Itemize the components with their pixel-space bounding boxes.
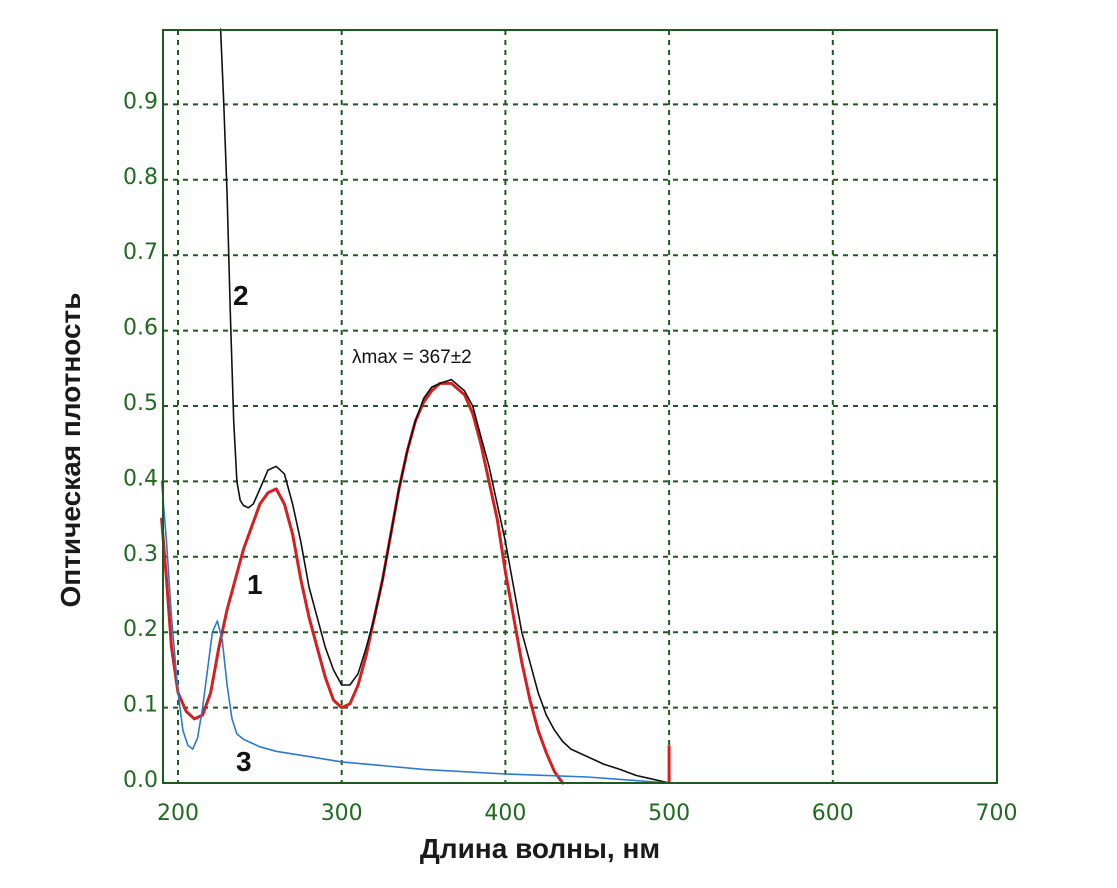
series-3-line	[160, 480, 670, 784]
y-tick-label: 0.5	[123, 391, 158, 416]
x-tick-label: 500	[648, 801, 690, 826]
series-2-line	[219, 28, 670, 784]
y-tick-label: 0.8	[123, 165, 158, 190]
y-axis-title: Оптическая плотность	[55, 293, 86, 608]
series-1-label: 1	[247, 569, 263, 600]
series-layer	[160, 28, 671, 785]
y-tick-label: 0.6	[123, 316, 158, 341]
lambda-max-annotation: λmax = 367±2	[352, 347, 472, 368]
x-tick-label: 600	[812, 801, 854, 826]
series-3-label: 3	[236, 746, 252, 777]
plot-frame	[162, 29, 998, 784]
tick-layer: 200 300 400 500 600 700 0.0 0.1 0.2 0.3 0.4 0.5 0.6 0…	[123, 89, 1018, 826]
x-axis-title: Длина волны, нм	[420, 833, 660, 864]
series-2-label: 2	[233, 280, 249, 311]
y-tick-label: 0.3	[123, 542, 158, 567]
label-layer: 1 2 3	[233, 280, 263, 777]
x-tick-label: 700	[976, 801, 1018, 826]
y-tick-label: 0.1	[123, 693, 158, 718]
x-tick-label: 400	[484, 801, 526, 826]
grid-layer	[163, 30, 997, 783]
x-tick-label: 200	[157, 801, 199, 826]
y-tick-label: 0.2	[123, 617, 158, 642]
series-1-line	[160, 381, 565, 785]
y-tick-label: 0.7	[123, 240, 158, 265]
x-tick-label: 300	[321, 801, 363, 826]
y-tick-label: 0.0	[123, 768, 158, 793]
y-tick-label: 0.4	[123, 466, 158, 491]
y-tick-label: 0.9	[123, 89, 158, 114]
